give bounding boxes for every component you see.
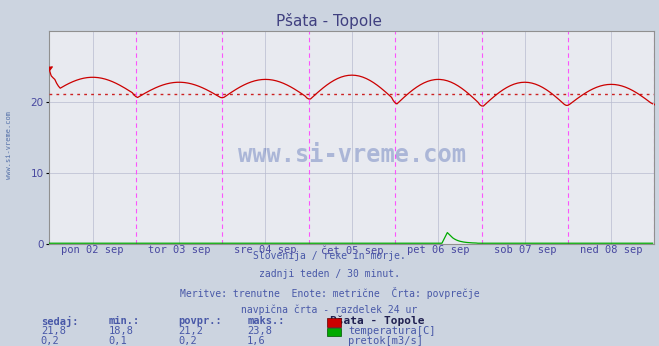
Text: 0,2: 0,2 — [178, 336, 196, 346]
Text: 21,2: 21,2 — [178, 326, 203, 336]
Text: 18,8: 18,8 — [109, 326, 134, 336]
Text: maks.:: maks.: — [247, 316, 285, 326]
Text: Pšata - Topole: Pšata - Topole — [330, 316, 424, 326]
Text: sedaj:: sedaj: — [41, 316, 78, 327]
Text: min.:: min.: — [109, 316, 140, 326]
Text: www.si-vreme.com: www.si-vreme.com — [5, 111, 12, 179]
Text: povpr.:: povpr.: — [178, 316, 221, 326]
Text: 21,8: 21,8 — [41, 326, 66, 336]
Text: 1,6: 1,6 — [247, 336, 266, 346]
Text: navpična črta - razdelek 24 ur: navpična črta - razdelek 24 ur — [241, 305, 418, 315]
Text: 23,8: 23,8 — [247, 326, 272, 336]
Text: temperatura[C]: temperatura[C] — [348, 326, 436, 336]
Text: 0,1: 0,1 — [109, 336, 127, 346]
Text: 0,2: 0,2 — [41, 336, 59, 346]
Text: Pšata - Topole: Pšata - Topole — [277, 13, 382, 29]
Text: www.si-vreme.com: www.si-vreme.com — [238, 143, 466, 166]
Text: pretok[m3/s]: pretok[m3/s] — [348, 336, 423, 346]
Text: Slovenija / reke in morje.: Slovenija / reke in morje. — [253, 251, 406, 261]
Text: Meritve: trenutne  Enote: metrične  Črta: povprečje: Meritve: trenutne Enote: metrične Črta: … — [180, 287, 479, 299]
Text: zadnji teden / 30 minut.: zadnji teden / 30 minut. — [259, 269, 400, 279]
